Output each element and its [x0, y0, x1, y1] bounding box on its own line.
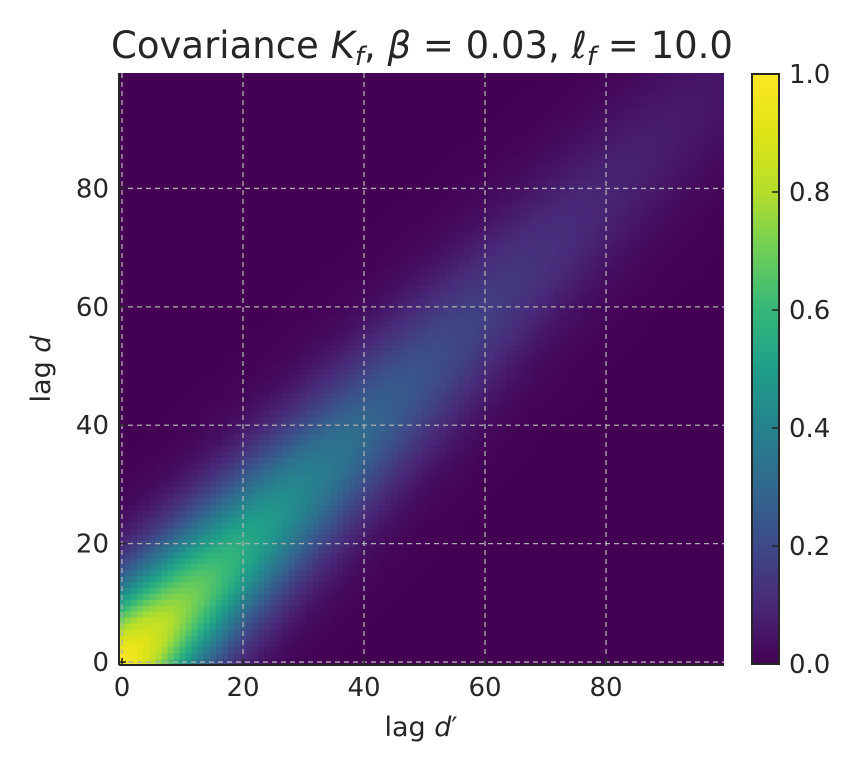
colorbar-tick-label: 0.4 — [789, 414, 830, 444]
x-tick-label: 80 — [589, 673, 622, 703]
colorbar-tick-label: 0.8 — [789, 178, 830, 208]
colorbar-tick-label: 0.6 — [789, 296, 830, 326]
x-tick-label: 0 — [114, 673, 131, 703]
x-tick-label: 40 — [347, 673, 380, 703]
heatmap-cells — [119, 73, 724, 665]
colorbar — [751, 73, 780, 665]
x-axis-label: lag d′ — [384, 712, 457, 743]
y-tick-label: 0 — [92, 648, 109, 678]
y-tick-label: 20 — [76, 530, 109, 560]
y-ticks: 0 20 40 60 80 — [76, 174, 126, 678]
colorbar-tick-label: 1.0 — [789, 60, 830, 90]
chart-title: Covariance Kf, β = 0.03, ℓf = 10.0 — [111, 24, 733, 72]
colorbar-ticks: 0.0 0.2 0.4 0.6 0.8 1.0 — [772, 60, 830, 680]
y-tick-label: 60 — [76, 293, 109, 323]
grid-lines — [119, 73, 724, 665]
heatmap-plot-area — [119, 73, 724, 665]
colorbar-tick-label: 0.0 — [789, 650, 830, 680]
colorbar-tick-label: 0.2 — [789, 532, 830, 562]
y-tick-label: 40 — [76, 411, 109, 441]
y-axis-label: lag d — [26, 335, 57, 403]
x-tick-label: 20 — [226, 673, 259, 703]
x-tick-label: 60 — [468, 673, 501, 703]
x-ticks: 0 20 40 60 80 — [114, 658, 623, 703]
y-tick-label: 80 — [76, 174, 109, 204]
